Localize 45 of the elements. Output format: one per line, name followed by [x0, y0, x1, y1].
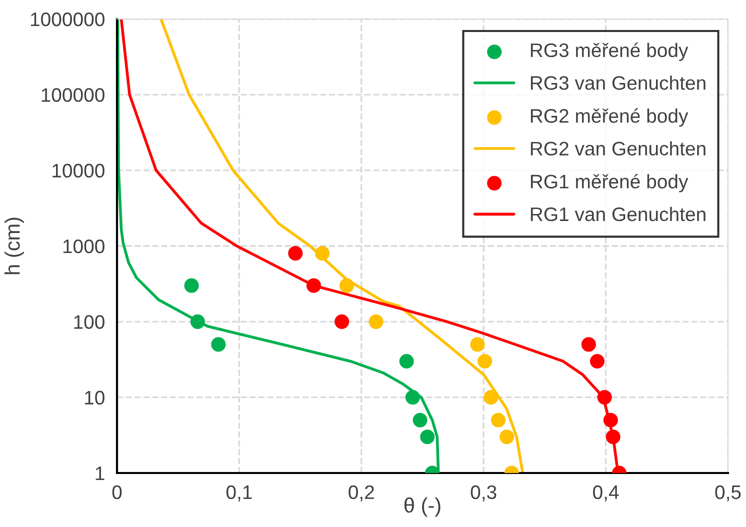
point: [190, 314, 205, 329]
legend-label: RG3 měřené body: [530, 42, 688, 62]
point: [315, 246, 330, 261]
point: [470, 337, 485, 352]
point: [484, 390, 498, 405]
point: [500, 430, 514, 444]
y-tick-label: 1000: [63, 239, 104, 254]
x-tick-label: 0,5: [715, 485, 741, 502]
point: [211, 337, 226, 352]
legend-label: RG1 měřené body: [530, 174, 688, 192]
x-tick-label: 0: [112, 485, 122, 500]
point: [184, 278, 199, 293]
legend-label: RG2 van Genuchten: [530, 141, 706, 156]
legend-label: RG3 van Genuchten: [530, 76, 706, 90]
x-tick-label: 0,1: [226, 485, 252, 502]
point: [490, 412, 506, 428]
line-series: [160, 19, 524, 473]
y-tick-label: 100: [74, 315, 104, 329]
y-axis-title: h (cm): [4, 218, 24, 274]
point: [334, 314, 350, 329]
point: [606, 430, 620, 444]
y-tick-label: 10: [85, 390, 104, 405]
x-tick-label: 0,3: [470, 485, 496, 502]
y-tick-label: 1000000: [30, 12, 104, 26]
point: [288, 246, 303, 261]
y-tick-label: 10000: [52, 164, 104, 178]
point: [306, 278, 322, 293]
y-tick-label: 1: [96, 466, 104, 480]
legend-label: RG2 měřené body: [530, 108, 688, 127]
point: [405, 390, 420, 405]
point: [412, 412, 428, 428]
y-tick-label: 100000: [42, 88, 104, 102]
x-tick-label: 0,2: [348, 485, 374, 502]
point: [420, 430, 435, 444]
point: [368, 314, 384, 329]
point: [399, 354, 414, 369]
point: [478, 354, 492, 369]
x-tick-label: 0,4: [593, 485, 619, 502]
point: [590, 354, 605, 369]
x-axis-title: θ (-): [404, 497, 440, 517]
point: [339, 278, 354, 293]
point: [597, 390, 612, 405]
legend-label: RG1 van Genuchten: [530, 206, 706, 222]
point: [603, 412, 618, 428]
point: [581, 337, 596, 352]
